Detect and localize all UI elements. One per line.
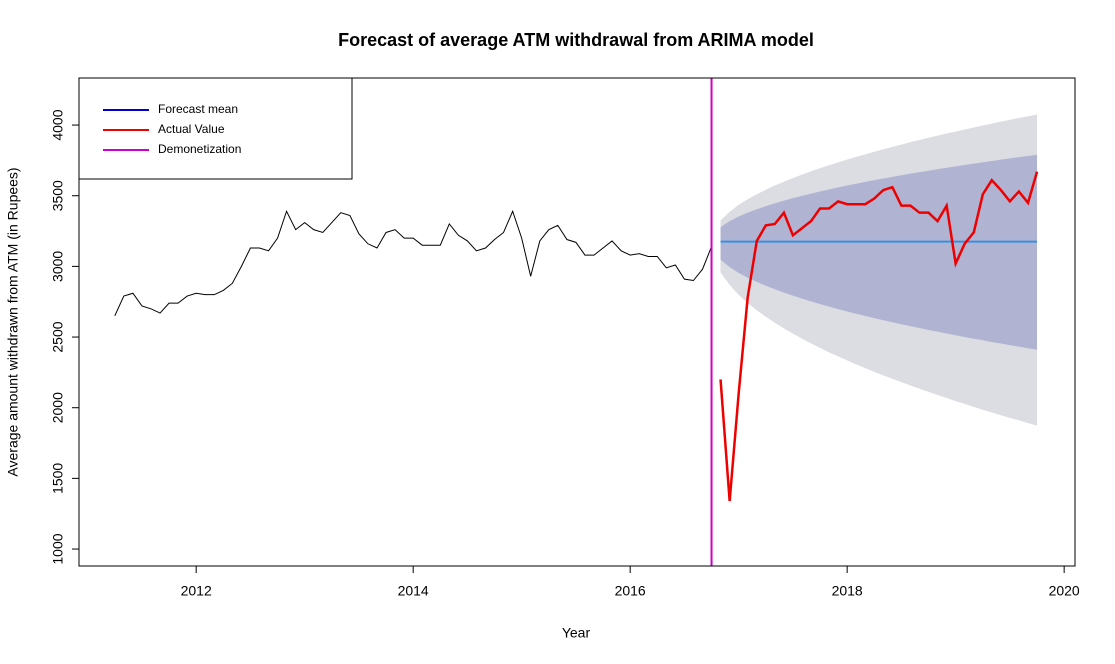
x-axis-label: Year — [562, 625, 591, 641]
legend-text: Demonetization — [158, 142, 241, 156]
legend-text: Forecast mean — [158, 102, 238, 116]
y-tick-label: 2000 — [50, 392, 66, 423]
y-axis-label: Average amount withdrawn from ATM (in Ru… — [5, 167, 21, 476]
y-tick-label: 2500 — [50, 321, 66, 352]
x-tick-label: 2020 — [1049, 583, 1080, 599]
interval-band — [720, 154, 1038, 350]
y-tick-label: 4000 — [50, 109, 66, 140]
x-tick-label: 2016 — [615, 583, 646, 599]
y-tick-label: 3500 — [50, 180, 66, 211]
legend-text: Actual Value — [158, 122, 225, 136]
actual-line — [719, 171, 1039, 502]
x-tick-label: 2012 — [181, 583, 212, 599]
chart-title: Forecast of average ATM withdrawal from … — [338, 30, 814, 50]
x-tick-label: 2018 — [832, 583, 863, 599]
y-tick-label: 1000 — [50, 533, 66, 564]
y-tick-label: 3000 — [50, 251, 66, 282]
history-line — [114, 209, 713, 317]
y-tick-label: 1500 — [50, 463, 66, 494]
legend-box — [78, 77, 353, 180]
x-tick-label: 2014 — [398, 583, 429, 599]
